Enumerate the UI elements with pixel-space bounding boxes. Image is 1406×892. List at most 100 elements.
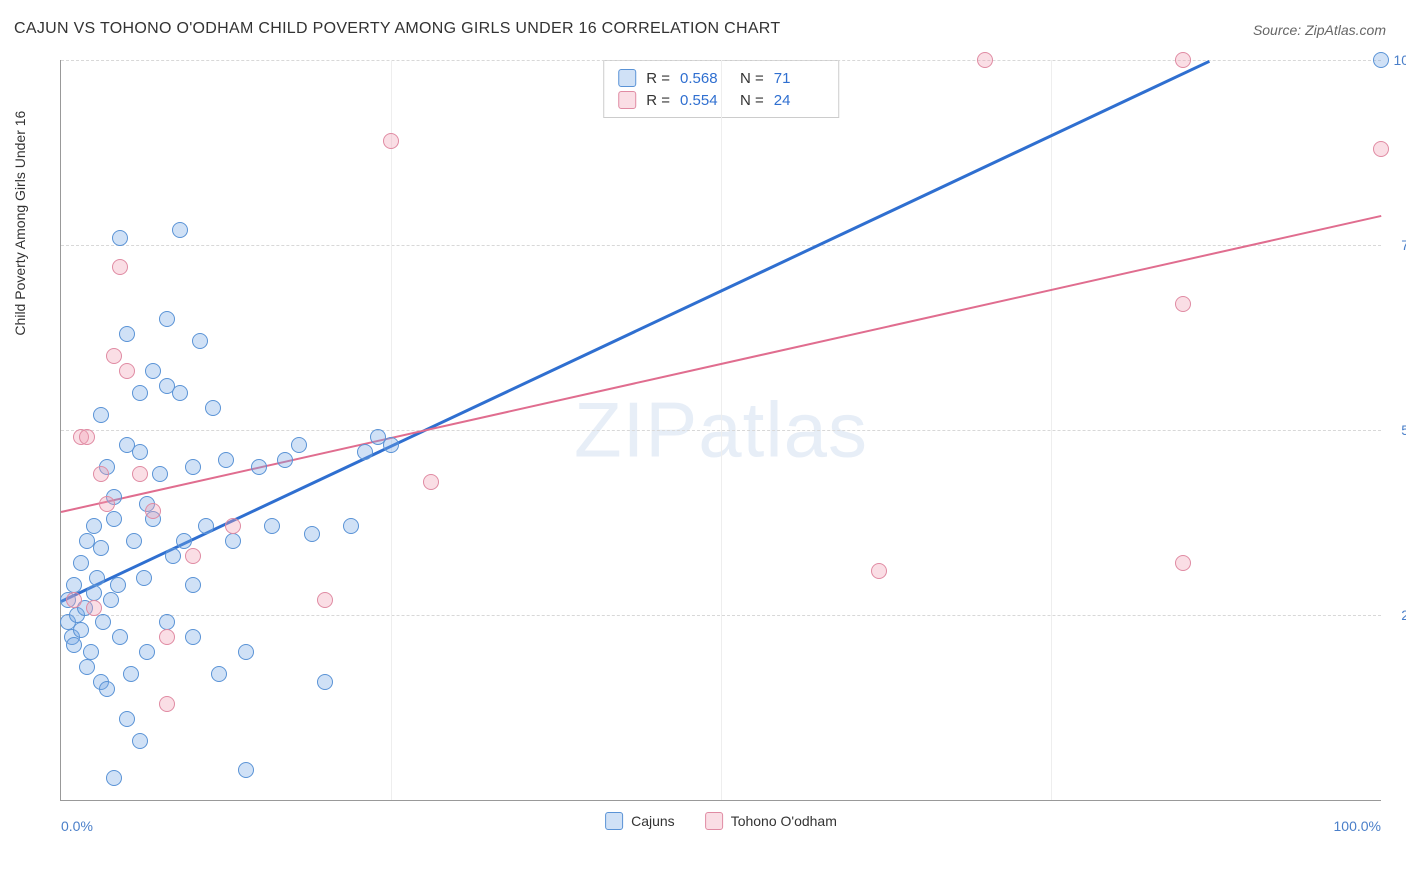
data-point: [225, 533, 241, 549]
data-point: [145, 363, 161, 379]
data-point: [86, 518, 102, 534]
x-tick-100: 100.0%: [1334, 818, 1381, 834]
chart-container: Child Poverty Among Girls Under 16 ZIPat…: [50, 50, 1390, 830]
y-tick-label: 100.0%: [1394, 52, 1406, 68]
data-point: [198, 518, 214, 534]
data-point: [1175, 296, 1191, 312]
data-point: [1373, 52, 1389, 68]
data-point: [225, 518, 241, 534]
n-value-tohono: 24: [774, 92, 824, 109]
data-point: [132, 385, 148, 401]
legend-item-tohono: Tohono O'odham: [705, 812, 837, 830]
data-point: [423, 474, 439, 490]
data-point: [871, 563, 887, 579]
gridline-v: [721, 60, 722, 800]
data-point: [132, 444, 148, 460]
legend-label-cajuns: Cajuns: [631, 813, 675, 829]
data-point: [110, 577, 126, 593]
data-point: [89, 570, 105, 586]
data-point: [93, 407, 109, 423]
chart-title: CAJUN VS TOHONO O'ODHAM CHILD POVERTY AM…: [14, 20, 780, 38]
data-point: [106, 348, 122, 364]
gridline-v: [391, 60, 392, 800]
swatch-cajuns-icon: [605, 812, 623, 830]
data-point: [132, 733, 148, 749]
data-point: [211, 666, 227, 682]
data-point: [145, 503, 161, 519]
data-point: [86, 585, 102, 601]
r-label: R =: [646, 70, 670, 87]
y-tick-label: 25.0%: [1401, 607, 1406, 623]
r-value-tohono: 0.554: [680, 92, 730, 109]
data-point: [136, 570, 152, 586]
data-point: [79, 429, 95, 445]
data-point: [112, 230, 128, 246]
data-point: [291, 437, 307, 453]
data-point: [93, 466, 109, 482]
data-point: [86, 600, 102, 616]
y-axis-label: Child Poverty Among Girls Under 16: [12, 111, 28, 336]
data-point: [119, 711, 135, 727]
data-point: [185, 548, 201, 564]
swatch-cajuns: [618, 69, 636, 87]
data-point: [99, 681, 115, 697]
data-point: [99, 496, 115, 512]
data-point: [73, 622, 89, 638]
legend-label-tohono: Tohono O'odham: [731, 813, 837, 829]
data-point: [95, 614, 111, 630]
n-label: N =: [740, 92, 764, 109]
data-point: [119, 326, 135, 342]
data-point: [73, 555, 89, 571]
data-point: [159, 311, 175, 327]
data-point: [977, 52, 993, 68]
data-point: [106, 770, 122, 786]
r-label: R =: [646, 92, 670, 109]
data-point: [343, 518, 359, 534]
n-label: N =: [740, 70, 764, 87]
data-point: [304, 526, 320, 542]
legend-item-cajuns: Cajuns: [605, 812, 675, 830]
data-point: [185, 577, 201, 593]
r-value-cajuns: 0.568: [680, 70, 730, 87]
data-point: [357, 444, 373, 460]
data-point: [185, 459, 201, 475]
data-point: [66, 577, 82, 593]
data-point: [176, 533, 192, 549]
data-point: [132, 466, 148, 482]
data-point: [79, 659, 95, 675]
data-point: [264, 518, 280, 534]
source-label: Source: ZipAtlas.com: [1253, 22, 1386, 38]
data-point: [172, 222, 188, 238]
data-point: [139, 644, 155, 660]
data-point: [383, 133, 399, 149]
data-point: [192, 333, 208, 349]
data-point: [383, 437, 399, 453]
data-point: [152, 466, 168, 482]
data-point: [317, 674, 333, 690]
data-point: [238, 762, 254, 778]
data-point: [1175, 555, 1191, 571]
data-point: [159, 696, 175, 712]
data-point: [185, 629, 201, 645]
data-point: [1373, 141, 1389, 157]
data-point: [83, 644, 99, 660]
y-tick-label: 75.0%: [1401, 237, 1406, 253]
data-point: [123, 666, 139, 682]
data-point: [112, 629, 128, 645]
series-legend: Cajuns Tohono O'odham: [605, 812, 837, 830]
data-point: [159, 614, 175, 630]
data-point: [277, 452, 293, 468]
swatch-tohono: [618, 91, 636, 109]
data-point: [165, 548, 181, 564]
data-point: [66, 592, 82, 608]
data-point: [172, 385, 188, 401]
n-value-cajuns: 71: [774, 70, 824, 87]
x-tick-0: 0.0%: [61, 818, 93, 834]
data-point: [159, 629, 175, 645]
data-point: [205, 400, 221, 416]
data-point: [251, 459, 267, 475]
data-point: [317, 592, 333, 608]
data-point: [66, 637, 82, 653]
data-point: [119, 363, 135, 379]
data-point: [112, 259, 128, 275]
